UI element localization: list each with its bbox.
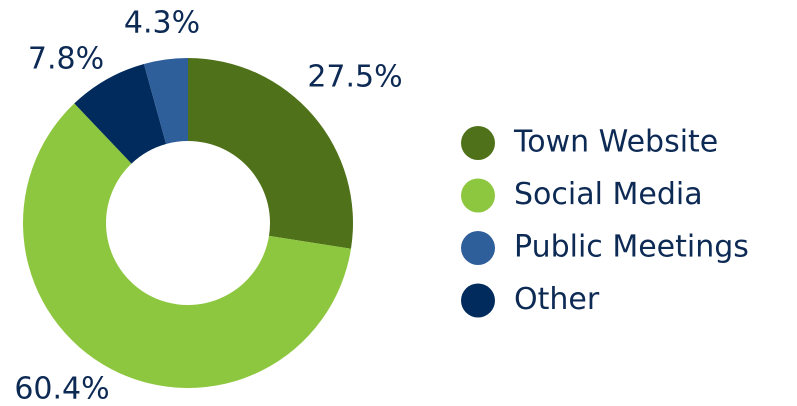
data-label: 7.8% xyxy=(28,42,104,77)
legend-swatch xyxy=(461,126,495,160)
donut-slice xyxy=(22,103,351,388)
legend-label: Town Website xyxy=(513,125,718,160)
data-label: 4.3% xyxy=(124,6,200,41)
legend-label: Public Meetings xyxy=(514,230,749,265)
donut-slice xyxy=(74,63,167,164)
legend-swatch xyxy=(461,178,495,213)
legend-label: Other xyxy=(514,282,600,317)
legend-swatch xyxy=(461,283,495,318)
donut-slice xyxy=(188,58,353,249)
data-label: 60.4% xyxy=(14,372,109,406)
data-label: 27.5% xyxy=(307,60,402,95)
legend-label: Social Media xyxy=(514,177,703,212)
donut-slice xyxy=(143,58,188,144)
legend-swatch xyxy=(461,231,495,265)
